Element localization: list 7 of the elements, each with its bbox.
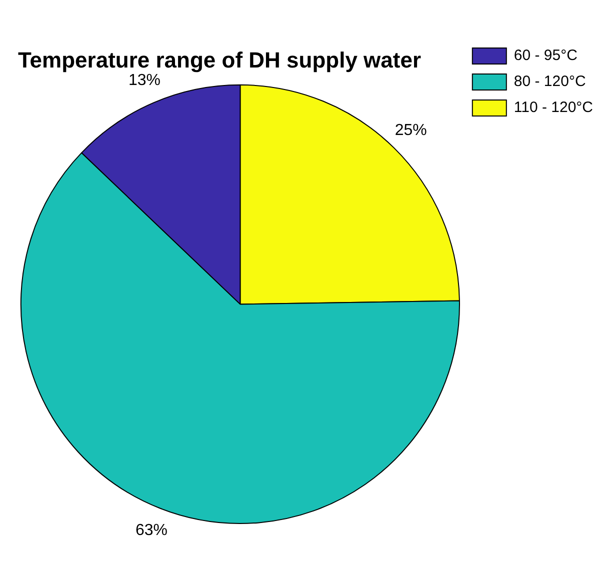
legend-label: 80 - 120°C bbox=[514, 73, 586, 90]
data-label: 63% bbox=[135, 522, 168, 540]
legend-label: 60 - 95°C bbox=[514, 47, 578, 64]
data-label: 25% bbox=[394, 122, 427, 140]
legend-label: 110 - 120°C bbox=[514, 99, 594, 116]
data-label: 13% bbox=[128, 72, 160, 89]
chart-title: Temperature range of DH supply water bbox=[18, 47, 422, 72]
